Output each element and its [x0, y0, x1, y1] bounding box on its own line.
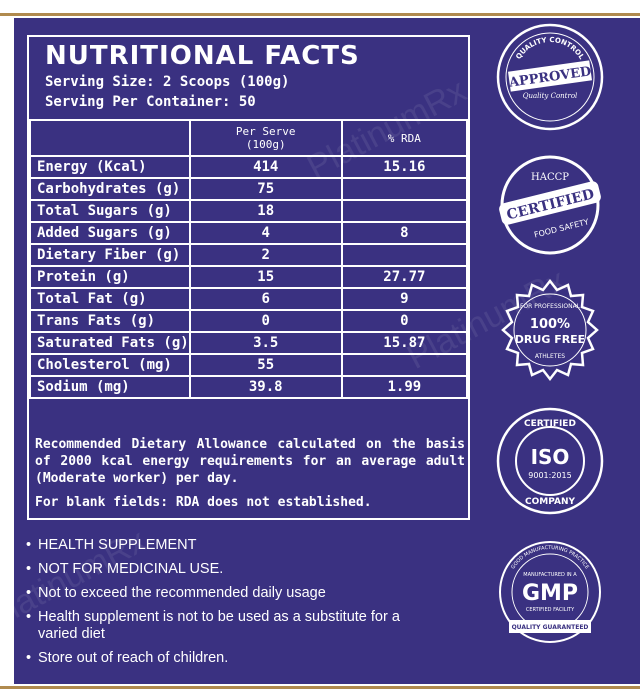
- nutrient-label: Carbohydrates (g): [29, 177, 191, 201]
- svg-text:ISO: ISO: [531, 445, 570, 469]
- per-serve-value: 414: [188, 155, 343, 179]
- nutrient-label: Total Fat (g): [29, 287, 191, 311]
- facts-title: NUTRITIONAL FACTS: [45, 41, 360, 71]
- nutrient-label: Protein (g): [29, 265, 191, 289]
- svg-text:FOR PROFESSIONAL: FOR PROFESSIONAL: [520, 303, 581, 310]
- svg-text:FOOD SAFETY: FOOD SAFETY: [533, 217, 590, 239]
- nutrition-table: Per Serve (100g) % RDA Energy (Kcal) 414 15…: [29, 119, 469, 399]
- nutrient-label: Saturated Fats (g): [29, 331, 191, 355]
- iso-certified-icon: CERTIFIED ISO 9001:2015 COMPANY: [495, 406, 605, 516]
- list-item: • Not to exceed the recommended daily usa…: [26, 585, 326, 601]
- svg-text:ATHLETES: ATHLETES: [535, 353, 565, 360]
- per-serve-value: 55: [188, 353, 343, 377]
- svg-text:100%: 100%: [530, 317, 570, 332]
- svg-text:CERTIFIED: CERTIFIED: [524, 419, 576, 429]
- table-row: Saturated Fats (g) 3.5 15.87: [29, 331, 469, 355]
- rda-value: 0: [340, 309, 469, 333]
- svg-text:COMPANY: COMPANY: [525, 497, 575, 507]
- rda-value: [340, 243, 469, 267]
- svg-text:CERTIFIED FACILITY: CERTIFIED FACILITY: [526, 607, 575, 613]
- advisory-list: • HEALTH SUPPLEMENT • NOT FOR MEDICINAL US…: [26, 537, 418, 674]
- per-serve-value: 0: [188, 309, 343, 333]
- per-serve-value: 6: [188, 287, 343, 311]
- svg-text:HACCP: HACCP: [531, 172, 569, 183]
- per-serve-value: 4: [188, 221, 343, 245]
- nutrient-label: Added Sugars (g): [29, 221, 191, 245]
- svg-text:QUALITY CONTROL: QUALITY CONTROL: [514, 36, 585, 61]
- approved-stamp-icon: QUALITY CONTROL APPROVED Quality Control: [495, 22, 605, 132]
- svg-text:9001:2015: 9001:2015: [528, 471, 571, 480]
- rda-note: Recommended Dietary Allowance calculated…: [35, 437, 465, 486]
- gmp-certified-icon: GOOD MANUFACTURING PRACTICE MANUFACTURED…: [495, 540, 605, 650]
- nutrient-label: Trans Fats (g): [29, 309, 191, 333]
- rda-value: 1.99: [340, 375, 469, 399]
- bottom-accent-line: [0, 686, 640, 689]
- list-item: • NOT FOR MEDICINAL USE.: [26, 561, 224, 577]
- table-row: Total Fat (g) 6 9: [29, 287, 469, 311]
- table-row: Total Sugars (g) 18: [29, 199, 469, 223]
- table-row: Trans Fats (g) 0 0: [29, 309, 469, 333]
- list-item: • Store out of reach of children.: [26, 650, 229, 666]
- table-row: Added Sugars (g) 4 8: [29, 221, 469, 245]
- top-accent-line: [0, 13, 640, 16]
- table-row: Protein (g) 15 27.77: [29, 265, 469, 289]
- svg-text:MANUFACTURED IN A: MANUFACTURED IN A: [523, 572, 577, 578]
- rda-value: 15.16: [340, 155, 469, 179]
- table-header-row: Per Serve (100g) % RDA: [29, 119, 469, 157]
- per-serve-value: 75: [188, 177, 343, 201]
- per-serve-value: 18: [188, 199, 343, 223]
- table-row: Carbohydrates (g) 75: [29, 177, 469, 201]
- table-row: Dietary Fiber (g) 2: [29, 243, 469, 267]
- rda-value: 8: [340, 221, 469, 245]
- per-serve-value: 2: [188, 243, 343, 267]
- header-rda: % RDA: [340, 119, 469, 157]
- rda-value: 15.87: [340, 331, 469, 355]
- nutrition-facts-box: NUTRITIONAL FACTS Serving Size: 2 Scoops…: [27, 35, 470, 520]
- blank-fields-note: For blank fields: RDA does not establish…: [35, 495, 372, 510]
- rda-value: [340, 353, 469, 377]
- rda-value: 9: [340, 287, 469, 311]
- svg-text:QUALITY GUARANTEED: QUALITY GUARANTEED: [512, 624, 589, 631]
- table-row: Energy (Kcal) 414 15.16: [29, 155, 469, 179]
- nutrient-label: Total Sugars (g): [29, 199, 191, 223]
- rda-value: [340, 199, 469, 223]
- rda-value: [340, 177, 469, 201]
- per-serve-value: 15: [188, 265, 343, 289]
- per-serve-value: 39.8: [188, 375, 343, 399]
- nutrient-label: Cholesterol (mg): [29, 353, 191, 377]
- rda-value: 27.77: [340, 265, 469, 289]
- drug-free-seal-icon: FOR PROFESSIONAL 100% DRUG FREE ATHLETES: [495, 278, 605, 388]
- header-nutrient: [29, 119, 191, 157]
- svg-text:Quality Control: Quality Control: [523, 92, 578, 100]
- serving-size: Serving Size: 2 Scoops (100g): [45, 74, 290, 90]
- svg-text:GMP: GMP: [522, 581, 578, 606]
- nutrient-label: Energy (Kcal): [29, 155, 191, 179]
- nutrient-label: Dietary Fiber (g): [29, 243, 191, 267]
- nutrient-label: Sodium (mg): [29, 375, 191, 399]
- svg-text:DRUG FREE: DRUG FREE: [515, 333, 585, 346]
- table-row: Sodium (mg) 39.8 1.99: [29, 375, 469, 399]
- servings-per-container: Serving Per Container: 50: [45, 94, 256, 110]
- list-item: • Health supplement is not to be used as …: [26, 609, 400, 642]
- per-serve-value: 3.5: [188, 331, 343, 355]
- table-row: Cholesterol (mg) 55: [29, 353, 469, 377]
- list-item: • HEALTH SUPPLEMENT: [26, 537, 197, 553]
- haccp-certified-icon: HACCP CERTIFIED FOOD SAFETY: [495, 150, 605, 260]
- header-per-serve: Per Serve (100g): [188, 119, 343, 157]
